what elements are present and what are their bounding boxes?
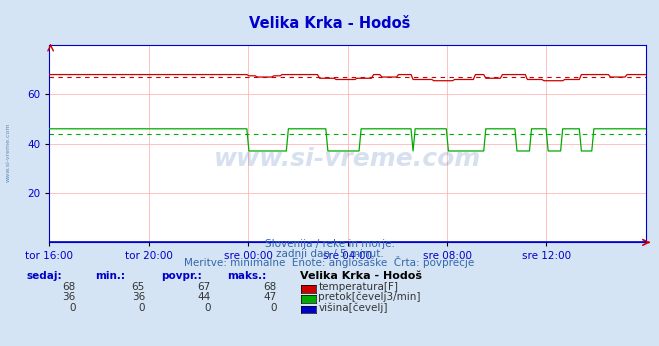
Text: 0: 0 xyxy=(204,303,211,313)
Text: povpr.:: povpr.: xyxy=(161,271,202,281)
Text: 67: 67 xyxy=(198,282,211,292)
Text: 65: 65 xyxy=(132,282,145,292)
Text: pretok[čevelj3/min]: pretok[čevelj3/min] xyxy=(318,292,421,302)
Text: 0: 0 xyxy=(270,303,277,313)
Text: 68: 68 xyxy=(264,282,277,292)
Text: www.si-vreme.com: www.si-vreme.com xyxy=(5,122,11,182)
Text: višina[čevelj]: višina[čevelj] xyxy=(318,302,387,313)
Text: sedaj:: sedaj: xyxy=(26,271,62,281)
Text: 0: 0 xyxy=(69,303,76,313)
Text: 44: 44 xyxy=(198,292,211,302)
Text: temperatura[F]: temperatura[F] xyxy=(318,282,398,292)
Text: Velika Krka - Hodoš: Velika Krka - Hodoš xyxy=(300,271,422,281)
Text: Velika Krka - Hodoš: Velika Krka - Hodoš xyxy=(249,16,410,30)
Text: min.:: min.: xyxy=(96,271,126,281)
Text: Meritve: minimalne  Enote: anglosaške  Črta: povprečje: Meritve: minimalne Enote: anglosaške Črt… xyxy=(185,256,474,268)
Text: maks.:: maks.: xyxy=(227,271,267,281)
Text: 68: 68 xyxy=(63,282,76,292)
Text: Slovenija / reke in morje.: Slovenija / reke in morje. xyxy=(264,239,395,249)
Text: 47: 47 xyxy=(264,292,277,302)
Text: 36: 36 xyxy=(63,292,76,302)
Text: www.si-vreme.com: www.si-vreme.com xyxy=(214,147,481,171)
Text: 0: 0 xyxy=(138,303,145,313)
Text: 36: 36 xyxy=(132,292,145,302)
Text: zadnji dan / 5 minut.: zadnji dan / 5 minut. xyxy=(275,249,384,259)
